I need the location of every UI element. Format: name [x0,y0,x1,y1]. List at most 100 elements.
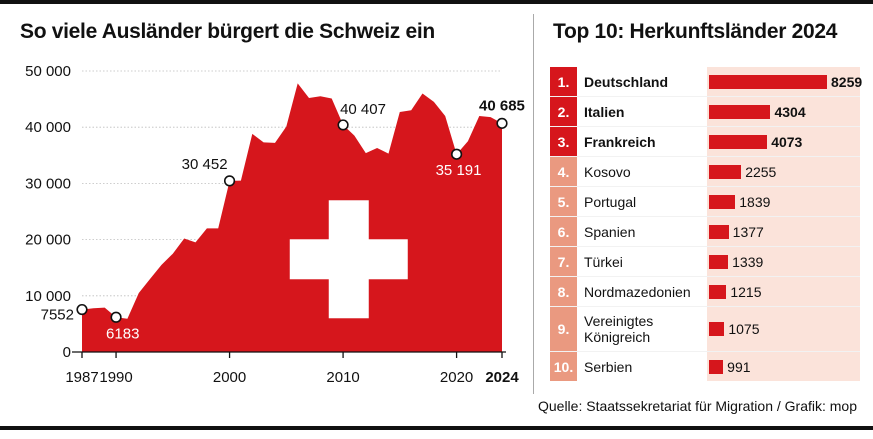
bar-cell: 991 [707,351,860,381]
value-bar [709,194,736,209]
value-label: 4073 [771,133,803,150]
value-label: 1377 [732,223,764,240]
country-name: Deutschland [577,67,707,97]
value-label: 991 [727,358,751,375]
value-bar [709,104,771,119]
bar-cell: 1339 [707,246,860,277]
bar-cell: 4073 [707,126,860,157]
rank-label: 1. [550,67,577,97]
data-point-label: 30 452 [182,156,228,173]
rank-label: 5. [550,186,577,217]
value-bar [709,134,768,149]
x-tick-label: 2024 [485,369,519,386]
value-bar [709,224,729,239]
x-tick-labels: 1987 1990 2000 2010 2020 2024 [65,369,519,386]
rank-label: 3. [550,126,577,157]
value-bar [709,164,742,179]
country-name: Vereinigtes Königreich [577,306,707,352]
country-name: Spanien [577,216,707,247]
rank-label: 9. [550,306,577,352]
rank-label: 7. [550,246,577,277]
bottom-rule [0,426,873,430]
data-point-marker [496,117,508,129]
bar-wrap: 8259 [709,73,863,90]
value-label: 1339 [732,253,764,270]
axes [72,351,506,358]
top10-table: 1. Deutschland 8259 2. Italien 4304 3. Frankrei… [550,67,863,381]
value-label: 8259 [831,73,863,90]
rank-label: 4. [550,156,577,187]
table-row: 3. Frankreich 4073 [550,126,860,157]
bar-wrap: 2255 [709,164,860,180]
bar-wrap: 1339 [709,254,860,270]
bar-chart-title: Top 10: Herkunftsländer 2024 [553,20,838,43]
y-tick-label: 0 [63,344,71,361]
swiss-cross-icon [289,200,408,319]
country-name: Serbien [577,351,707,381]
y-tick-labels: 0 10 000 20 000 30 000 40 000 50 000 [25,63,71,361]
bar-cell: 4304 [707,96,860,127]
data-point-label: 40 407 [340,101,386,118]
table-row: 2. Italien 4304 [550,96,860,127]
bar-cell: 1215 [707,276,860,307]
bar-wrap: 991 [709,359,860,375]
value-label: 1839 [739,193,771,210]
area-series [82,83,502,353]
data-point-marker [110,311,122,323]
value-label: 1215 [730,283,762,300]
area-chart-title: So viele Ausländer bürgert die Schweiz e… [20,20,435,43]
bar-wrap: 1839 [709,194,860,210]
data-point-marker [450,148,463,160]
country-name: Kosovo [577,156,707,187]
x-tick-label: 1990 [99,369,132,386]
table-row: 1. Deutschland 8259 [550,67,863,97]
table-row: 10. Serbien 991 [550,351,860,381]
country-name: Nordmazedonien [577,276,707,307]
data-point-label: 6183 [106,325,139,342]
value-bar [709,359,724,374]
bar-cell: 2255 [707,156,860,187]
y-tick-label: 10 000 [25,288,71,305]
value-label: 2255 [745,163,777,180]
source-note: Quelle: Staatssekretariat für Migration … [537,398,857,414]
x-tick-label: 1987 [65,369,98,386]
data-point-marker [76,303,88,316]
x-tick-label: 2020 [440,369,473,386]
data-point-marker [337,119,349,131]
country-name: Portugal [577,186,707,217]
value-label: 4304 [774,103,806,120]
data-point-label: 7552 [41,307,74,324]
panel-divider [533,14,534,394]
top-rule [0,0,873,4]
area-chart: 0 10 000 20 000 30 000 40 000 50 000 1987 1990… [25,63,525,386]
annotations: 7552 6183 30 452 40 407 35 191 40 685 [41,97,525,342]
value-bar [709,74,827,89]
x-tick-label: 2000 [213,369,246,386]
bar-cell: 1839 [707,186,860,217]
bar-wrap: 4073 [709,134,860,150]
table-row: 5. Portugal 1839 [550,186,860,217]
rank-label: 2. [550,96,577,127]
y-tick-label: 20 000 [25,232,71,249]
rank-label: 10. [550,351,577,381]
bar-wrap: 1215 [709,284,860,300]
bar-cell: 1377 [707,216,860,247]
country-name: Türkei [577,246,707,277]
table-row: 9. Vereinigtes Königreich 1075 [550,306,860,352]
data-point-label: 35 191 [436,162,482,179]
data-point-marker [223,175,236,187]
bar-wrap: 1377 [709,224,860,240]
data-point-label: 40 685 [479,97,525,114]
country-name: Italien [577,96,707,127]
rank-label: 6. [550,216,577,247]
bar-wrap: 1075 [709,321,860,337]
bar-cell: 1075 [707,306,860,352]
table-row: 4. Kosovo 2255 [550,156,860,187]
rank-label: 8. [550,276,577,307]
value-bar [709,254,729,269]
y-tick-label: 30 000 [25,175,71,192]
bar-cell: 8259 [707,67,863,97]
x-tick-label: 2010 [326,369,359,386]
value-bar [709,284,727,299]
